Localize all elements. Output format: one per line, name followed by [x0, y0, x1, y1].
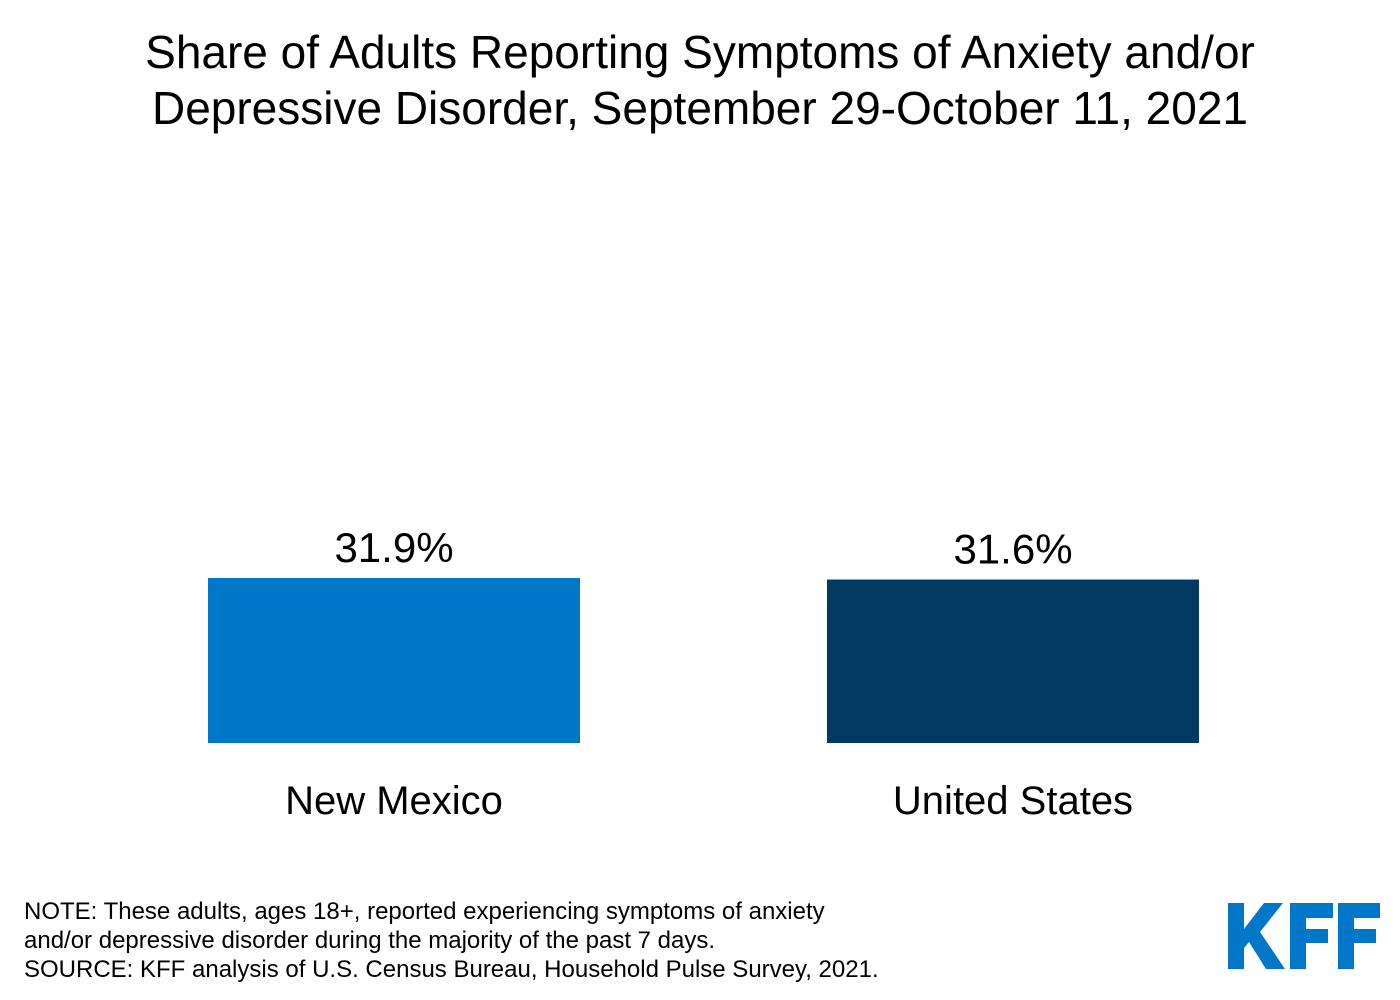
category-label-new-mexico: New Mexico	[285, 779, 503, 823]
bar-new-mexico	[208, 578, 580, 743]
footnote-note-line-1: NOTE: These adults, ages 18+, reported e…	[24, 898, 825, 925]
logo-letter-k	[1228, 903, 1285, 969]
footnote: NOTE: These adults, ages 18+, reported e…	[24, 897, 879, 984]
chart-title-line-2: Depressive Disorder, September 29-Octobe…	[151, 82, 1249, 134]
chart-title: Share of Adults Reporting Symptoms of An…	[0, 24, 1400, 136]
bar-united-states	[827, 579, 1199, 743]
footnote-note-line-2: and/or depressive disorder during the ma…	[24, 927, 716, 954]
chart-title-line-1: Share of Adults Reporting Symptoms of An…	[145, 26, 1255, 78]
footnote-source: SOURCE: KFF analysis of U.S. Census Bure…	[24, 956, 879, 983]
logo-letter-f-1	[1290, 903, 1333, 969]
value-label-united-states: 31.6%	[953, 526, 1072, 573]
category-label-united-states: United States	[893, 779, 1133, 823]
logo-letter-f-2	[1338, 903, 1380, 969]
value-label-new-mexico: 31.9%	[334, 524, 453, 571]
kff-logo	[1228, 903, 1380, 969]
